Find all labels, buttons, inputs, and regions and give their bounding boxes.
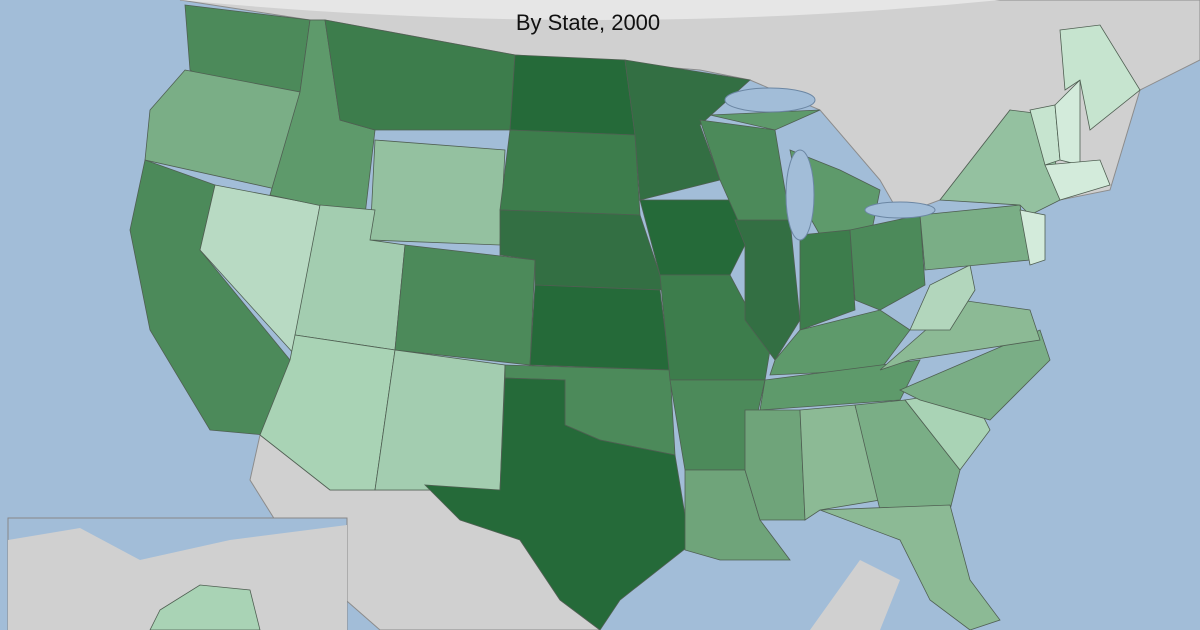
state xyxy=(529,284,671,371)
inset-land xyxy=(8,525,347,630)
state xyxy=(1019,209,1046,266)
state xyxy=(1044,159,1111,201)
state xyxy=(149,584,261,630)
state xyxy=(819,504,1001,630)
states xyxy=(129,4,1141,630)
state xyxy=(324,19,516,131)
state xyxy=(759,359,921,411)
state xyxy=(744,409,806,521)
state xyxy=(659,274,771,381)
state xyxy=(394,244,536,366)
state xyxy=(799,404,881,521)
state xyxy=(709,109,821,131)
state xyxy=(144,69,301,191)
state xyxy=(919,204,1031,271)
state xyxy=(509,54,636,136)
state xyxy=(799,229,856,331)
state xyxy=(374,349,506,491)
state xyxy=(909,264,976,331)
title-band xyxy=(180,0,1000,20)
map-subtitle: By State, 2000 xyxy=(516,10,660,35)
yucatan xyxy=(810,560,900,630)
state xyxy=(1059,24,1141,131)
alaska-inset xyxy=(7,517,348,630)
state xyxy=(423,377,691,630)
state xyxy=(369,139,506,246)
state xyxy=(499,129,641,216)
great-lakes xyxy=(724,87,936,241)
state xyxy=(639,199,746,276)
state xyxy=(854,399,961,511)
